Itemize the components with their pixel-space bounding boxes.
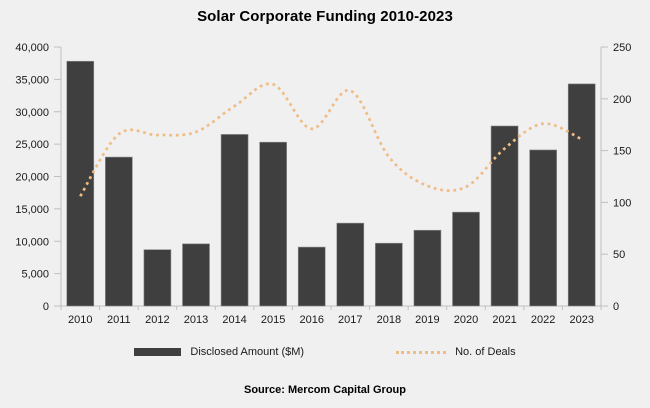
svg-text:100: 100 [613,197,631,209]
svg-text:5,000: 5,000 [21,269,49,281]
svg-text:2017: 2017 [338,314,362,326]
svg-text:250: 250 [613,42,631,54]
svg-text:2018: 2018 [377,314,401,326]
svg-text:200: 200 [613,94,631,106]
svg-text:2021: 2021 [492,314,516,326]
svg-text:2012: 2012 [145,314,169,326]
svg-text:25,000: 25,000 [15,139,49,151]
svg-text:20,000: 20,000 [15,172,49,184]
legend-label-disclosed-amount: Disclosed Amount ($M) [190,346,305,358]
page-title: Solar Corporate Funding 2010-2023 [197,8,453,25]
bar-series-swatch [134,348,182,356]
svg-text:2014: 2014 [222,314,246,326]
svg-text:2023: 2023 [569,314,593,326]
legend-item-disclosed-amount: Disclosed Amount ($M) [134,346,304,358]
svg-text:35,000: 35,000 [15,74,49,86]
svg-text:10,000: 10,000 [15,236,49,248]
svg-text:30,000: 30,000 [15,107,49,119]
svg-text:2020: 2020 [454,314,478,326]
svg-text:2019: 2019 [415,314,439,326]
chart-legend: Disclosed Amount ($M) No. of Deals [0,346,650,358]
svg-text:2022: 2022 [531,314,555,326]
svg-text:2016: 2016 [299,314,323,326]
dotted-line-swatch [396,350,447,354]
legend-label-no-of-deals: No. of Deals [455,346,516,358]
svg-text:2013: 2013 [184,314,208,326]
svg-text:2015: 2015 [261,314,285,326]
svg-text:0: 0 [613,301,619,313]
chart-canvas: 0 5,000 10,000 15,000 20,000 25,000 30,000 35,0… [15,42,631,326]
svg-text:150: 150 [613,146,631,158]
svg-text:50: 50 [613,249,625,261]
legend-item-no-of-deals: No. of Deals [396,346,516,358]
source-caption: Source: Mercom Capital Group [244,384,406,396]
svg-text:15,000: 15,000 [15,204,49,216]
svg-text:40,000: 40,000 [15,42,49,54]
svg-text:0: 0 [43,301,49,313]
svg-text:2010: 2010 [68,314,92,326]
svg-text:2011: 2011 [107,314,131,326]
